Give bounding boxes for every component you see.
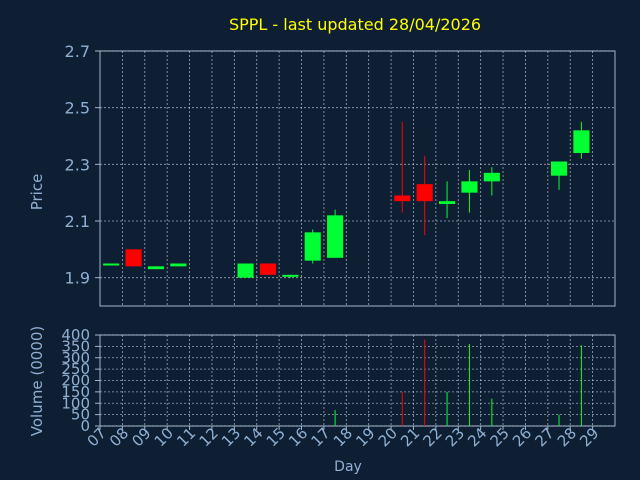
- volume-tick-label: 350: [61, 337, 90, 355]
- volume-tick-label: 0: [80, 417, 90, 435]
- price-tick-label: 1.9: [65, 269, 90, 288]
- volume-tick-label: 300: [61, 349, 90, 367]
- volume-tick-label: 50: [71, 406, 90, 424]
- candle-body: [461, 181, 478, 193]
- volume-bars: [334, 339, 582, 426]
- price-y-ticks: 1.9 2.1 2.3 2.5 2.7: [65, 42, 100, 288]
- x-axis-ticks: 0708091011121314151617181920212223242526…: [84, 424, 603, 450]
- volume-tick-label: 100: [61, 394, 90, 412]
- candle-body: [103, 263, 120, 266]
- candle-body: [282, 274, 299, 277]
- candle-body: [573, 130, 590, 153]
- candle-body: [550, 161, 568, 176]
- candles: [103, 121, 590, 278]
- price-tick-label: 2.1: [65, 212, 90, 231]
- volume-gridlines: [100, 334, 615, 427]
- volume-tick-label: 150: [61, 383, 90, 401]
- candle-body: [170, 263, 187, 267]
- chart-title: SPPL - last updated 28/04/2026: [229, 15, 481, 34]
- candle-body: [327, 215, 344, 258]
- price-panel: 1.9 2.1 2.3 2.5 2.7 Price: [28, 42, 616, 307]
- volume-tick-label: 250: [61, 360, 90, 378]
- candle-body: [237, 263, 254, 278]
- price-tick-label: 2.7: [65, 42, 90, 61]
- volume-axis-label: Volume (0000): [28, 326, 46, 436]
- candle-body: [439, 201, 456, 204]
- candle-body: [125, 249, 142, 267]
- volume-tick-label: 400: [61, 326, 90, 344]
- candle-body: [483, 172, 500, 182]
- candle-body: [147, 266, 165, 270]
- candle-body: [394, 195, 411, 202]
- x-axis-label: Day: [334, 459, 362, 475]
- candle-body: [259, 263, 276, 275]
- price-axis-label: Price: [28, 174, 46, 211]
- price-tick-label: 2.3: [65, 155, 90, 174]
- price-tick-label: 2.5: [65, 99, 90, 118]
- volume-tick-label: 200: [61, 372, 90, 390]
- price-gridlines: [100, 50, 615, 306]
- candle-body: [304, 232, 321, 261]
- candle-body: [416, 184, 433, 202]
